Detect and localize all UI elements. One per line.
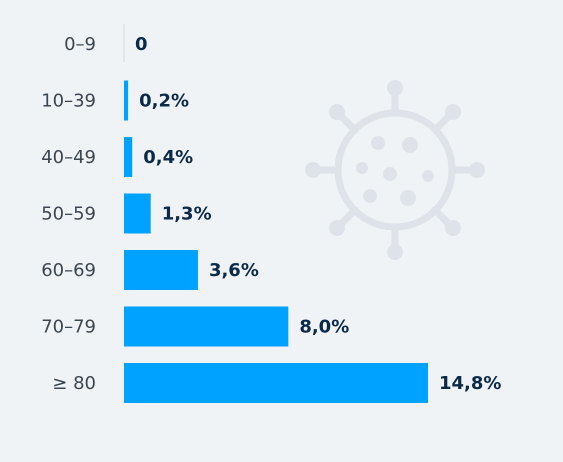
bars-layer: 0–9 0 10–39 0,2% 40–49 0,4% 50–59 1,3% 60–69 3,6%…: [41, 34, 501, 403]
value-label: 3,6%: [209, 260, 259, 281]
bar: [124, 80, 129, 121]
value-label: 1,3%: [162, 204, 212, 225]
category-label: 40–49: [41, 147, 96, 168]
value-label: 14,8%: [439, 373, 501, 394]
bar: [124, 250, 198, 290]
virus-icon: [305, 80, 485, 260]
category-label: 60–69: [41, 260, 96, 281]
bar: [124, 193, 151, 234]
category-label: 10–39: [41, 91, 96, 112]
category-label: 70–79: [41, 317, 96, 338]
category-label: ≥ 80: [52, 373, 96, 394]
value-label: 0: [135, 34, 148, 55]
value-label: 0,2%: [139, 91, 189, 112]
bar: [124, 137, 133, 177]
value-label: 0,4%: [143, 147, 193, 168]
bar: [124, 306, 289, 347]
value-label: 8,0%: [299, 317, 349, 338]
category-label: 0–9: [64, 34, 96, 55]
bar: [124, 363, 428, 403]
category-label: 50–59: [41, 204, 96, 225]
